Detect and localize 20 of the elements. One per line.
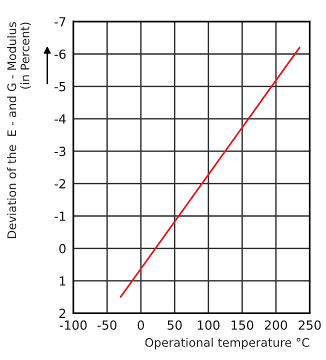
x-tick-label: -50 [98, 320, 116, 330]
x-tick-label: 0 [138, 320, 144, 330]
y-tick-label: -6 [54, 49, 66, 59]
y-tick-label: -4 [54, 114, 66, 124]
x-tick-label: 150 [232, 320, 254, 330]
x-tick-label: 250 [298, 320, 321, 330]
y-tick-label: 1 [60, 276, 66, 286]
y-tick-label: -7 [54, 17, 66, 26]
y-tick-label: -2 [54, 179, 66, 188]
y-axis-title: Deviation of the E - and G - Modulus (in Percent) [7, 22, 31, 238]
x-tick-label: 200 [264, 320, 288, 330]
y-tick-label: -5 [54, 82, 66, 92]
y-tick-label: -3 [54, 146, 66, 156]
x-tick-label: 100 [198, 320, 220, 330]
y-tick-label: -1 [54, 212, 66, 221]
x-tick-label: -100 [60, 320, 87, 330]
x-axis-title: Operational temperature °C [145, 338, 310, 350]
y-tick-label: 0 [59, 244, 66, 254]
x-tick-label: 50 [168, 320, 182, 330]
y-tick-label: 2 [59, 308, 66, 318]
